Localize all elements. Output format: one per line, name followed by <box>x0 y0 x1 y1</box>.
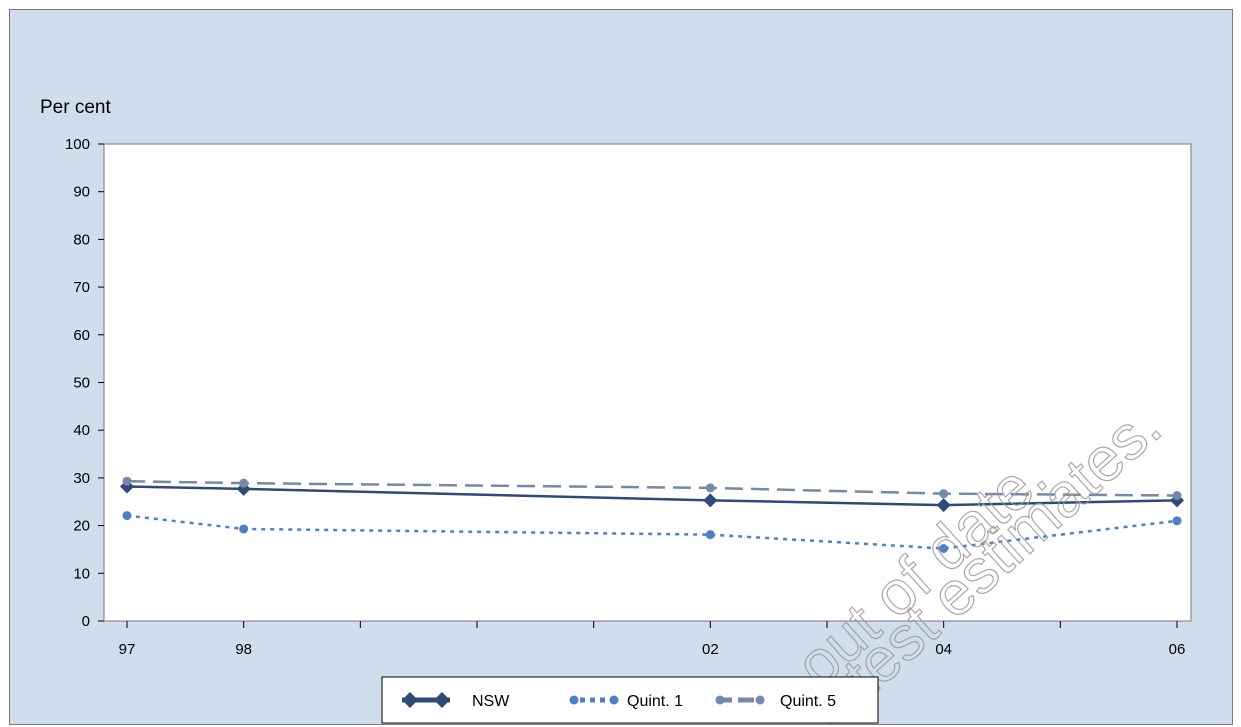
data-point <box>705 483 715 493</box>
data-point <box>122 511 132 521</box>
x-tick-label: 02 <box>702 641 719 658</box>
series-layer <box>120 476 1184 553</box>
legend-marker <box>569 695 579 705</box>
data-point <box>1172 491 1182 501</box>
y-tick-label: 40 <box>73 422 90 439</box>
data-point <box>936 498 951 513</box>
series-3 <box>122 476 1182 501</box>
data-point <box>939 543 949 553</box>
y-tick-label: 60 <box>73 327 90 344</box>
legend-item-3: Quint. 5 <box>715 693 836 710</box>
legend: NSW Quint. 1 Quint. 5 <box>381 676 879 724</box>
data-point <box>239 524 249 534</box>
x-tick-label: 98 <box>235 641 252 658</box>
legend-marker <box>715 695 725 705</box>
y-tick-label: 70 <box>73 279 90 296</box>
y-tick-label: 80 <box>73 231 90 248</box>
legend-marker <box>609 695 619 705</box>
x-tick-label: 97 <box>119 641 136 658</box>
chart-frame: Per cent 0 10 20 30 40 50 60 70 80 90 100 97 98 02 04… <box>9 9 1233 725</box>
data-point <box>705 530 715 540</box>
legend-marker <box>434 692 450 708</box>
legend-box <box>381 676 879 724</box>
x-tick-label: 06 <box>1169 641 1186 658</box>
y-axis-label: Per cent <box>40 97 111 118</box>
legend-marker <box>755 695 765 705</box>
y-tick-label: 50 <box>73 375 90 392</box>
data-point <box>703 493 718 508</box>
legend-label: Quint. 5 <box>780 693 836 710</box>
y-tick-label: 20 <box>73 518 90 535</box>
y-tick-label: 30 <box>73 470 90 487</box>
legend-label: Quint. 1 <box>627 693 683 710</box>
data-point <box>122 476 132 486</box>
legend-marker <box>402 692 418 708</box>
data-point <box>939 489 949 499</box>
legend-item-1: NSW <box>402 692 510 710</box>
x-tick-label: 04 <box>935 641 952 658</box>
data-point <box>1172 516 1182 526</box>
y-tick-label: 10 <box>73 565 90 582</box>
y-tick-label: 0 <box>82 613 90 630</box>
line-chart: Per cent 0 10 20 30 40 50 60 70 80 90 100 97 98 02 04… <box>40 97 1192 724</box>
data-point <box>239 478 249 488</box>
x-axis: 97 98 02 04 06 <box>119 621 1186 658</box>
legend-item-2: Quint. 1 <box>569 693 683 710</box>
legend-label: NSW <box>472 693 510 710</box>
y-tick-label: 100 <box>65 136 90 153</box>
y-axis: 0 10 20 30 40 50 60 70 80 90 100 <box>65 136 104 630</box>
series-2 <box>122 511 1182 553</box>
y-tick-label: 90 <box>73 184 90 201</box>
